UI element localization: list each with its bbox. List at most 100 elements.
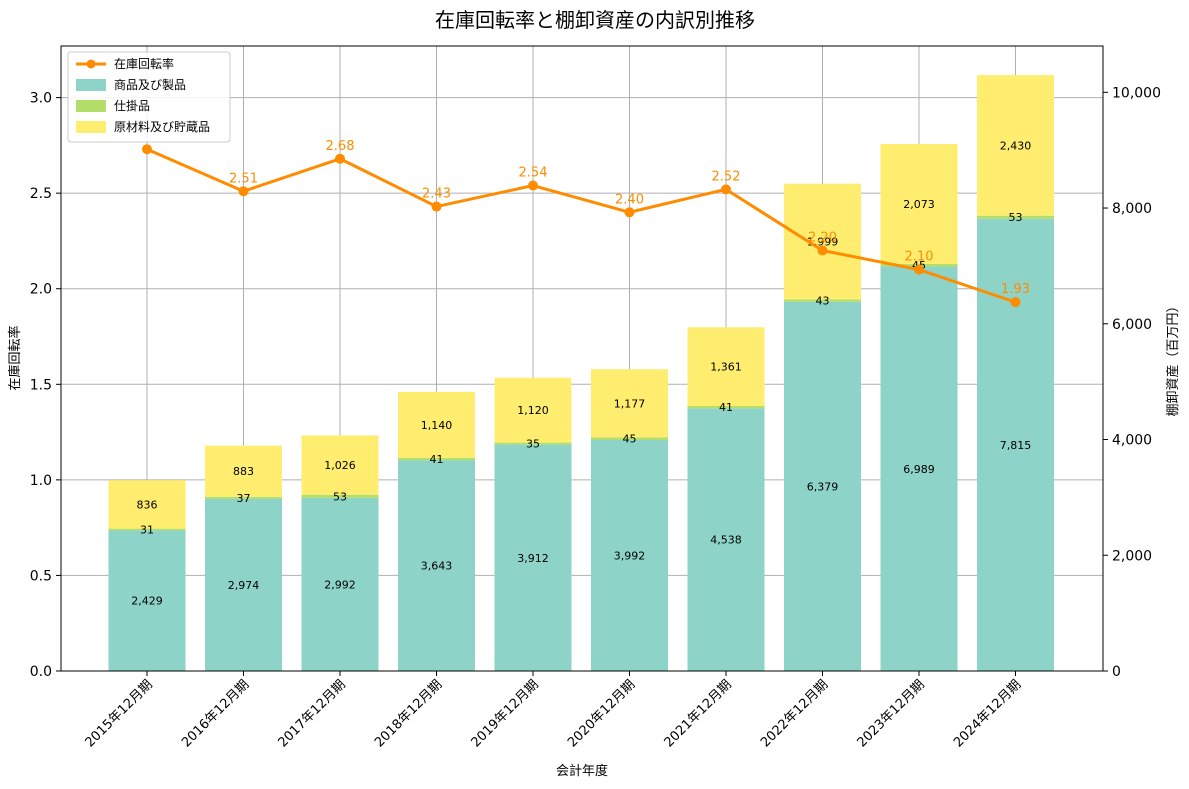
y-left-tick-label-7: 3.0 <box>30 91 52 107</box>
turnover-line-path <box>146 147 1016 304</box>
y-left-tick-label-3: 1.0 <box>30 473 52 489</box>
bar-label-1-3: 2,992 <box>324 578 356 591</box>
bar-segment-2-1 <box>108 528 186 531</box>
bar-label-2-2: 37 <box>237 492 251 505</box>
bar-segment-2-2 <box>205 496 282 499</box>
turnover-point-7 <box>721 184 731 195</box>
y-right-tick-label-5: 8,000 <box>1112 201 1152 217</box>
y-right-tick-label-1: 0 <box>1112 664 1121 680</box>
y-right-tick-label-2: 2,000 <box>1112 548 1152 564</box>
y-axis-left-label: 在庫回転率 <box>7 325 23 390</box>
turnover-label-3: 2.68 <box>326 139 355 154</box>
bar-segment-3-2 <box>205 445 282 497</box>
bar-segment-1-9 <box>880 266 958 671</box>
bar-label-1-2: 2,974 <box>228 579 260 592</box>
bar-segment-1-3 <box>301 497 379 671</box>
turnover-label-6: 2.40 <box>615 192 644 207</box>
bar-segment-2-4 <box>398 457 475 461</box>
turnover-point-1 <box>142 144 152 155</box>
y-axis-right-label: 棚卸資産（百万円） <box>1165 299 1181 416</box>
bar-segment-1-6 <box>591 439 668 671</box>
bar-label-1-8: 6,379 <box>807 480 839 493</box>
turnover-point-2 <box>238 186 249 197</box>
bar-segment-1-8 <box>784 301 861 671</box>
legend-swatch-2 <box>76 79 106 91</box>
bar-label-1-7: 4,538 <box>710 534 742 547</box>
turnover-label-2: 2.51 <box>229 171 258 186</box>
bar-label-3-10: 2,430 <box>1000 139 1032 152</box>
bar-segment-3-4 <box>398 391 475 458</box>
bar-segment-2-6 <box>591 437 668 440</box>
turnover-point-4 <box>431 201 442 212</box>
bar-segment-1-2 <box>205 498 282 671</box>
plot-frame <box>60 45 1104 672</box>
x-tick-label-2: 2016年12月期 <box>179 677 252 750</box>
turnover-label-4: 2.43 <box>422 187 451 202</box>
x-tick-label-8: 2022年12月期 <box>758 677 831 750</box>
bar-label-2-5: 35 <box>526 438 540 451</box>
y-left-tick-label-1: 0.0 <box>30 664 52 680</box>
bar-label-2-6: 45 <box>623 433 637 446</box>
y-left-tick-label-6: 2.5 <box>30 186 52 202</box>
bar-segment-3-8 <box>784 183 861 300</box>
bar-label-1-4: 3,643 <box>421 560 453 573</box>
bar-label-1-1: 2,429 <box>131 595 163 608</box>
legend-swatch-4 <box>76 121 106 133</box>
x-tick-label-6: 2020年12月期 <box>565 677 638 750</box>
bar-segment-2-3 <box>301 494 379 498</box>
bar-segment-3-1 <box>108 480 186 529</box>
x-tick-label-4: 2018年12月期 <box>372 677 445 750</box>
bar-label-2-7: 41 <box>719 401 733 414</box>
turnover-label-10: 1.93 <box>1001 282 1030 297</box>
x-tick-label-3: 2017年12月期 <box>276 677 349 750</box>
bar-label-3-7: 1,361 <box>710 361 742 374</box>
y-left-tick-label-5: 2.0 <box>30 282 52 298</box>
y-left-tick-label-2: 0.5 <box>30 568 52 584</box>
bar-segment-3-7 <box>687 327 765 407</box>
turnover-label-5: 2.54 <box>519 166 548 181</box>
bar-label-3-4: 1,140 <box>421 419 453 432</box>
bar-segment-1-1 <box>108 530 186 671</box>
turnover-point-5 <box>528 180 538 191</box>
turnover-point-8 <box>817 245 828 256</box>
bar-segment-3-3 <box>301 435 379 495</box>
legend-swatch-3 <box>76 100 106 112</box>
bar-label-3-5: 1,120 <box>517 404 549 417</box>
bar-label-2-4: 41 <box>430 453 444 466</box>
bar-label-3-3: 1,026 <box>324 459 356 472</box>
bar-label-1-6: 3,992 <box>614 549 646 562</box>
x-tick-label-7: 2021年12月期 <box>662 677 735 750</box>
bar-label-3-1: 836 <box>137 498 158 511</box>
legend-label-4: 原材料及び貯蔵品 <box>114 120 210 134</box>
bar-segment-3-5 <box>494 377 572 443</box>
y-right-tick-label-4: 6,000 <box>1112 317 1152 333</box>
bar-segment-1-7 <box>687 408 765 671</box>
bar-segment-3-6 <box>591 369 668 438</box>
turnover-point-6 <box>624 207 635 218</box>
legend-swatch-marker <box>86 59 96 69</box>
x-tick-label-5: 2019年12月期 <box>469 677 542 750</box>
bar-label-1-9: 6,989 <box>903 463 935 476</box>
turnover-label-8: 2.20 <box>808 231 837 246</box>
bar-segment-1-5 <box>494 444 572 671</box>
turnover-label-9: 2.10 <box>905 250 934 265</box>
bar-label-2-8: 43 <box>816 295 830 308</box>
bar-label-2-10: 53 <box>1009 211 1023 224</box>
turnover-point-3 <box>335 153 345 164</box>
bar-label-3-9: 2,073 <box>903 198 935 211</box>
x-axis-label: 会計年度 <box>556 763 608 779</box>
legend-label-2: 商品及び製品 <box>114 77 186 92</box>
legend-label-1: 在庫回転率 <box>114 56 174 71</box>
bar-label-3-6: 1,177 <box>614 397 646 410</box>
bar-segment-2-8 <box>784 299 861 302</box>
y-right-tick-label-3: 4,000 <box>1112 433 1152 449</box>
bar-segment-3-9 <box>880 143 958 264</box>
turnover-point-10 <box>1010 297 1021 308</box>
x-tick-label-9: 2023年12月期 <box>855 677 928 750</box>
bar-segment-1-4 <box>398 460 475 671</box>
x-tick-label-10: 2024年12月期 <box>951 677 1024 750</box>
bar-segment-2-10 <box>977 215 1054 219</box>
